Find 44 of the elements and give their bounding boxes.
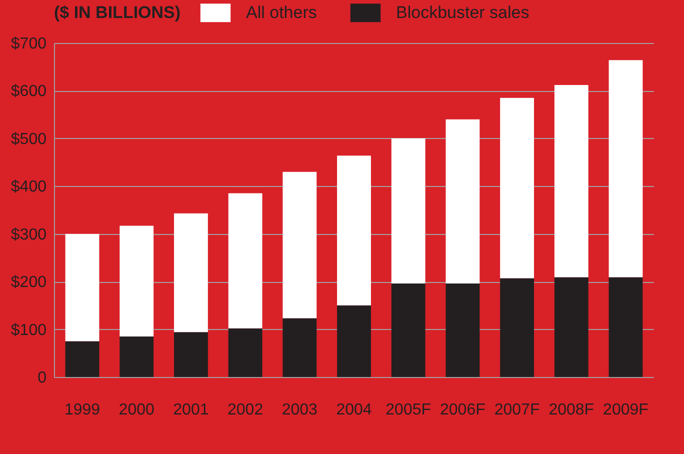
bar — [65, 234, 100, 342]
x-tick-label: 2008F — [548, 402, 594, 418]
y-tick-label: $500 — [10, 130, 47, 148]
bar — [337, 156, 371, 306]
y-tick-label: $300 — [10, 226, 47, 244]
y-tick-label: $600 — [10, 83, 47, 100]
bar — [65, 341, 100, 377]
bar — [282, 172, 317, 318]
bar — [446, 119, 480, 284]
bar — [228, 193, 262, 328]
bar — [174, 332, 208, 377]
bar — [554, 277, 588, 377]
y-tick-label: $100 — [10, 322, 47, 339]
x-tick-label: 2009F — [603, 402, 649, 418]
bar — [554, 84, 588, 278]
x-tick-label: 2000 — [118, 402, 155, 418]
bar — [282, 318, 317, 377]
legend-label: All others — [246, 2, 317, 22]
x-tick-label: 2005F — [386, 402, 432, 418]
bar — [391, 283, 426, 377]
x-tick-label: 2002 — [228, 402, 264, 418]
bar — [337, 305, 371, 377]
y-tick-label: 0 — [38, 370, 47, 386]
bar — [120, 226, 154, 336]
bar — [608, 60, 643, 278]
legend-label: Blockbuster sales — [396, 2, 530, 22]
bar — [174, 213, 208, 332]
x-tick-label: 2003 — [282, 402, 318, 418]
bar — [500, 278, 534, 377]
x-tick-label: 2004 — [336, 402, 372, 418]
bar — [608, 277, 643, 377]
legend-title: ($ IN BILLIONS) — [54, 3, 181, 22]
bar — [120, 336, 154, 377]
y-tick-label: $700 — [10, 36, 47, 52]
y-tick-label: $400 — [10, 178, 47, 196]
bar — [391, 138, 426, 284]
x-tick-label: 2001 — [173, 402, 209, 418]
bar — [228, 328, 262, 377]
x-tick-label: 2007F — [494, 402, 540, 418]
bar — [500, 98, 534, 278]
x-tick-label: 1999 — [64, 402, 100, 418]
y-tick-label: $200 — [10, 274, 47, 292]
x-tick-label: 2006F — [440, 402, 486, 418]
bar — [446, 283, 480, 377]
